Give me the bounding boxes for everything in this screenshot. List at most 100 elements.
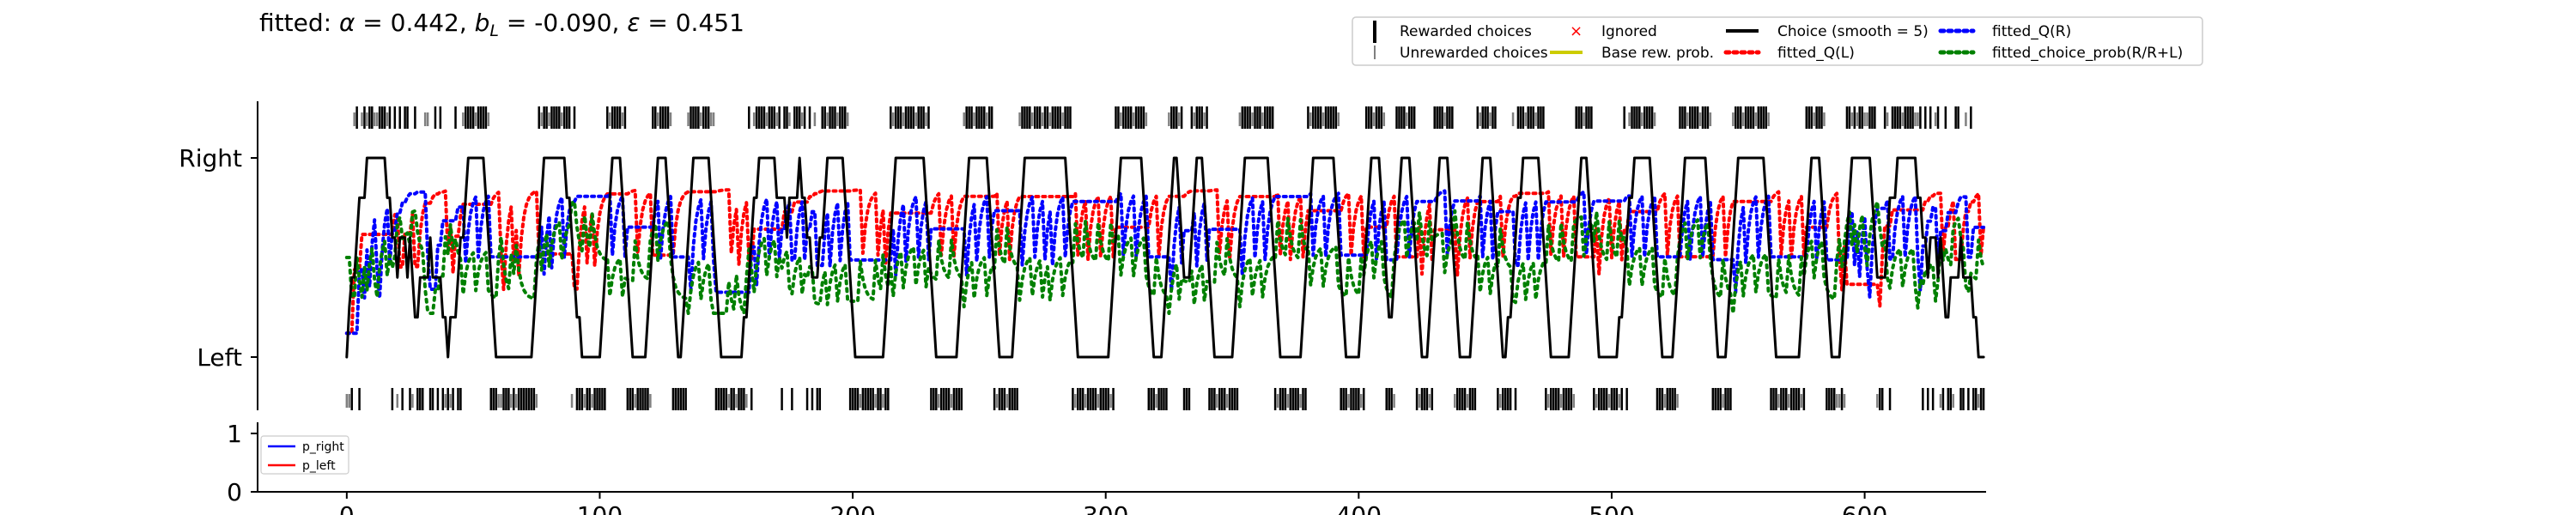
rewarded-choice-tick bbox=[428, 388, 432, 410]
rewarded-choice-tick bbox=[1737, 106, 1740, 129]
rewarded-choice-tick bbox=[1820, 106, 1823, 129]
unrewarded-choice-tick bbox=[1547, 394, 1550, 408]
rewarded-choice-tick bbox=[568, 106, 571, 129]
rewarded-choice-tick bbox=[618, 106, 622, 129]
rewarded-choice-tick bbox=[947, 388, 951, 410]
unrewarded-choice-tick bbox=[487, 112, 490, 126]
rewarded-choice-tick bbox=[1502, 388, 1504, 410]
rewarded-choice-tick bbox=[1643, 106, 1646, 129]
top-y-tick-label: Left bbox=[197, 343, 242, 372]
rewarded-choice-tick bbox=[803, 106, 806, 129]
rewarded-choice-tick bbox=[543, 106, 545, 129]
rewarded-choice-tick bbox=[1879, 388, 1881, 410]
prob-legend: p_right p_left bbox=[268, 440, 344, 473]
rewarded-choice-tick bbox=[530, 388, 533, 410]
rewarded-choice-tick bbox=[1979, 388, 1983, 410]
rewarded-choice-tick bbox=[1069, 106, 1072, 129]
rewarded-choice-tick bbox=[439, 106, 442, 129]
unrewarded-choice-tick bbox=[687, 112, 690, 126]
rewarded-choice-tick bbox=[671, 388, 675, 410]
rewarded-choice-tick bbox=[1165, 388, 1168, 410]
rewarded-choice-tick bbox=[532, 388, 536, 410]
rewarded-choice-tick bbox=[1241, 106, 1244, 129]
rewarded-choice-tick bbox=[1752, 106, 1755, 129]
rewarded-choice-tick bbox=[1514, 388, 1517, 410]
rewarded-choice-tick bbox=[1468, 388, 1472, 410]
unrewarded-choice-tick bbox=[1382, 112, 1386, 126]
rewarded-choice-tick bbox=[1757, 106, 1760, 129]
rewarded-choice-tick bbox=[1775, 388, 1777, 410]
rewarded-choice-tick bbox=[409, 388, 411, 410]
rewarded-choice-tick bbox=[525, 388, 528, 410]
unrewarded-choice-tick bbox=[1005, 394, 1009, 408]
rewarded-choice-tick bbox=[1537, 106, 1540, 129]
rewarded-choice-tick bbox=[755, 106, 758, 129]
rewarded-choice-tick bbox=[1789, 388, 1793, 410]
unrewarded-choice-tick bbox=[396, 394, 399, 408]
rewarded-choice-tick bbox=[471, 106, 475, 129]
rewarded-choice-tick bbox=[1494, 106, 1497, 129]
rewarded-choice-tick bbox=[856, 388, 860, 410]
unrewarded-choice-tick bbox=[765, 112, 769, 126]
unrewarded-choice-tick bbox=[1261, 112, 1264, 126]
rewarded-choice-tick bbox=[452, 388, 454, 410]
rewarded-choice-tick bbox=[613, 106, 617, 129]
rewarded-choice-tick bbox=[848, 388, 852, 410]
title-b-symbol: b bbox=[475, 9, 490, 37]
unrewarded-choice-tick bbox=[649, 394, 652, 408]
rewarded-choice-tick bbox=[1486, 106, 1489, 129]
rewarded-choice-tick bbox=[945, 388, 948, 410]
rewarded-choice-tick bbox=[920, 106, 922, 129]
rewarded-choice-tick bbox=[1268, 106, 1272, 129]
rewarded-choice-tick bbox=[1302, 388, 1304, 410]
rewarded-choice-tick bbox=[1765, 106, 1767, 129]
rewarded-choice-tick bbox=[1532, 106, 1534, 129]
rewarded-choice-tick bbox=[416, 388, 419, 410]
rewarded-choice-tick bbox=[1284, 388, 1287, 410]
unrewarded-choice-tick bbox=[1443, 112, 1446, 126]
unrewarded-choice-tick bbox=[345, 394, 349, 408]
rewarded-choice-tick bbox=[1832, 388, 1836, 410]
rewarded-choice-tick bbox=[1684, 106, 1686, 129]
rewarded-choice-tick bbox=[1046, 106, 1049, 129]
rewarded-choice-tick bbox=[1433, 106, 1436, 129]
rewarded-choice-tick bbox=[1783, 388, 1785, 410]
rewarded-choice-tick bbox=[1802, 388, 1806, 410]
rewarded-choice-tick bbox=[1681, 106, 1684, 129]
unrewarded-choice-tick bbox=[1698, 112, 1702, 126]
unrewarded-choice-tick bbox=[788, 112, 791, 126]
unrewarded-choice-tick bbox=[1524, 112, 1528, 126]
rewarded-choice-tick bbox=[652, 106, 654, 129]
rewarded-choice-tick bbox=[818, 388, 822, 410]
rewarded-choice-tick bbox=[1099, 388, 1103, 410]
rewarded-choice-tick bbox=[1739, 106, 1742, 129]
rewarded-choice-tick bbox=[1364, 106, 1368, 129]
rewarded-choice-tick bbox=[1273, 388, 1277, 410]
rewarded-choice-tick bbox=[1102, 388, 1105, 410]
rewarded-choice-tick bbox=[821, 106, 823, 129]
x-tick-label: 100 bbox=[577, 501, 623, 515]
rewarded-choice-tick bbox=[1590, 106, 1593, 129]
rewarded-choice-tick bbox=[482, 106, 485, 129]
rewarded-choice-tick bbox=[1297, 388, 1299, 410]
rewarded-choice-tick bbox=[1871, 106, 1874, 129]
unrewarded-choice-tick bbox=[373, 112, 376, 126]
rewarded-choice-tick bbox=[639, 388, 641, 410]
unrewarded-choice-tick bbox=[548, 112, 550, 126]
unrewarded-choice-tick bbox=[1454, 394, 1456, 408]
rewarded-choice-tick bbox=[469, 106, 472, 129]
rewarded-choice-tick bbox=[1173, 106, 1176, 129]
rewarded-choice-tick bbox=[1904, 106, 1906, 129]
rewarded-choice-tick bbox=[975, 106, 978, 129]
rewarded-choice-tick bbox=[1911, 106, 1914, 129]
rewarded-choice-tick bbox=[1243, 106, 1247, 129]
rewarded-choice-tick bbox=[588, 388, 591, 410]
rewarded-choice-tick bbox=[1332, 106, 1335, 129]
rewarded-choice-tick bbox=[1200, 106, 1203, 129]
rewarded-choice-tick bbox=[987, 106, 991, 129]
rewarded-choice-tick bbox=[1906, 106, 1909, 129]
unrewarded-choice-tick bbox=[1856, 112, 1858, 126]
rewarded-choice-tick bbox=[1385, 388, 1388, 410]
unrewarded-choice-tick bbox=[1238, 112, 1242, 126]
rewarded-choice-tick bbox=[1436, 106, 1438, 129]
